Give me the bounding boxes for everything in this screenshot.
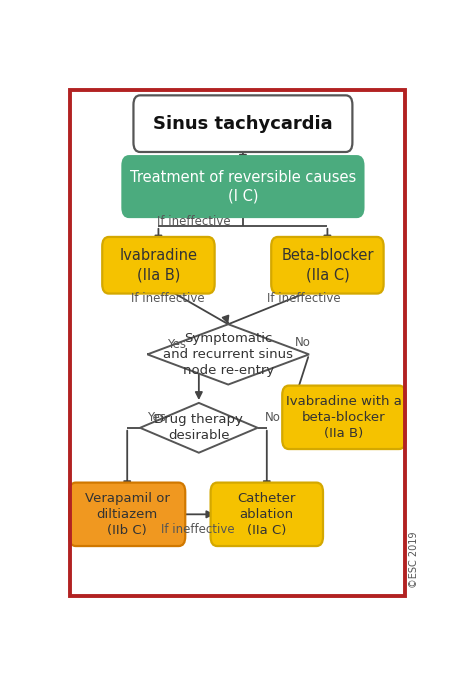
Text: If ineffective: If ineffective — [156, 215, 230, 229]
Text: If ineffective: If ineffective — [131, 292, 204, 306]
Text: Catheter
ablation
(IIa C): Catheter ablation (IIa C) — [237, 492, 296, 537]
FancyBboxPatch shape — [122, 156, 364, 217]
FancyBboxPatch shape — [271, 237, 383, 294]
Text: Symptomatic
and recurrent sinus
node re-entry: Symptomatic and recurrent sinus node re-… — [163, 332, 293, 377]
Text: Yes: Yes — [147, 411, 166, 424]
FancyBboxPatch shape — [134, 95, 352, 152]
Text: If ineffective: If ineffective — [267, 292, 340, 306]
Text: Verapamil or
diltiazem
(IIb C): Verapamil or diltiazem (IIb C) — [85, 492, 170, 537]
Text: Treatment of reversible causes
(I C): Treatment of reversible causes (I C) — [130, 170, 356, 204]
Polygon shape — [147, 324, 309, 385]
Text: Ivabradine with a
beta-blocker
(IIa B): Ivabradine with a beta-blocker (IIa B) — [286, 395, 402, 440]
Polygon shape — [140, 403, 258, 453]
Text: No: No — [295, 336, 310, 349]
Text: Sinus tachycardia: Sinus tachycardia — [153, 114, 333, 133]
FancyBboxPatch shape — [282, 385, 406, 449]
FancyBboxPatch shape — [210, 483, 323, 546]
Text: Beta-blocker
(IIa C): Beta-blocker (IIa C) — [281, 249, 374, 282]
Text: Yes: Yes — [167, 338, 186, 351]
FancyBboxPatch shape — [102, 237, 215, 294]
Text: If ineffective: If ineffective — [161, 522, 235, 535]
Text: Ivabradine
(IIa B): Ivabradine (IIa B) — [119, 249, 198, 282]
Text: Drug therapy
desirable: Drug therapy desirable — [155, 413, 243, 442]
Text: No: No — [265, 411, 281, 424]
FancyBboxPatch shape — [69, 483, 185, 546]
Text: ©ESC 2019: ©ESC 2019 — [409, 531, 419, 588]
